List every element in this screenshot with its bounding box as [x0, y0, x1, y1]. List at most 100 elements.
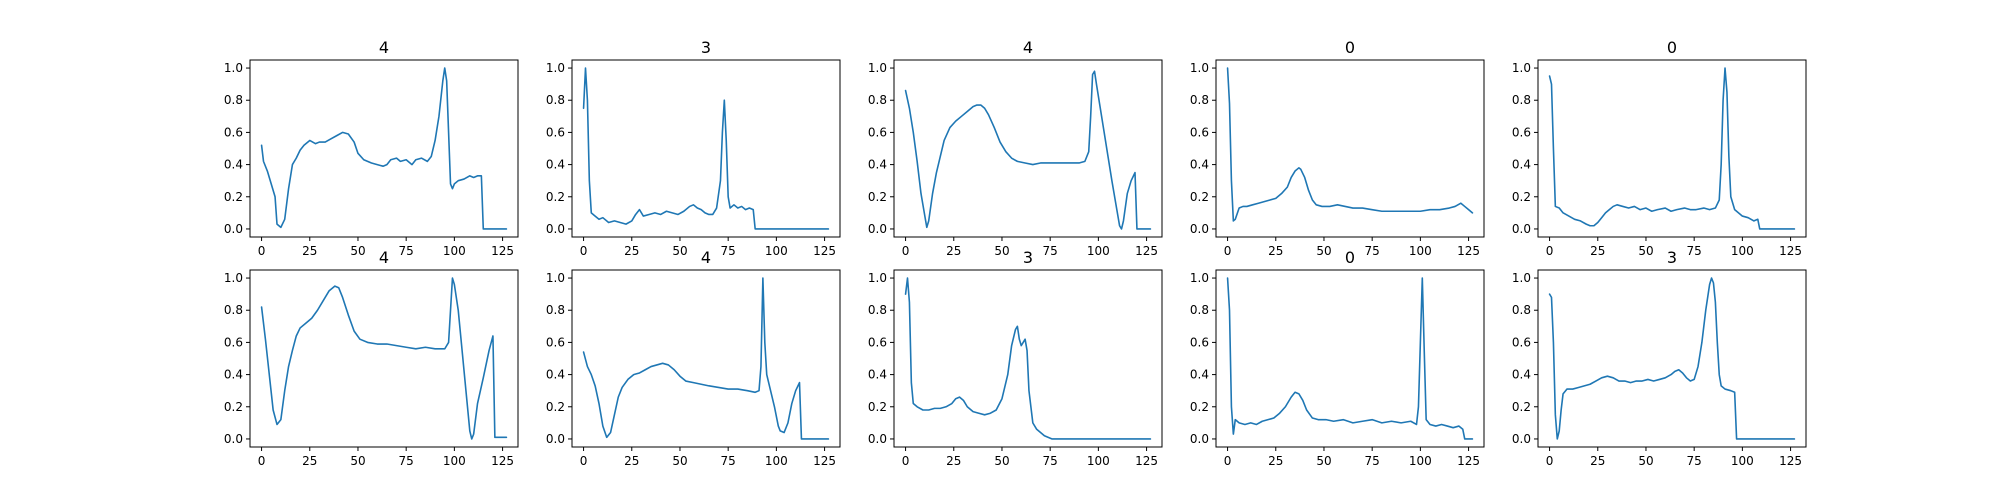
- y-tick-label: 0.8: [546, 93, 565, 107]
- subplot-5: 0 0 25 50 75 100 125 0.0 0.2 0.4 0.6 0.8 1.0: [1512, 38, 1807, 258]
- x-tick-label: 50: [994, 244, 1009, 258]
- x-tick-label: 125: [1457, 454, 1480, 468]
- y-tick-label: 0.2: [1190, 190, 1209, 204]
- subplot-2: 3 0 25 50 75 100 125 0.0 0.2 0.4 0.6 0.8 1.0: [546, 38, 841, 258]
- x-tick-label: 75: [1687, 454, 1702, 468]
- y-tick-label: 0.2: [1512, 190, 1531, 204]
- x-tick-label: 0: [1546, 244, 1554, 258]
- axes-frame: [571, 59, 841, 238]
- x-tick-label: 0: [902, 454, 910, 468]
- y-tick-label: 0.6: [1512, 125, 1531, 139]
- y-tick-label: 0.0: [868, 222, 887, 236]
- x-tick-label: 100: [1409, 454, 1432, 468]
- subplot-title: 0: [1667, 38, 1677, 57]
- y-tick-label: 1.0: [224, 61, 243, 75]
- y-tick-label: 0.4: [546, 158, 565, 172]
- x-tick-label: 50: [1316, 454, 1331, 468]
- x-tick-label: 75: [1043, 454, 1058, 468]
- x-tick-label: 25: [624, 454, 639, 468]
- x-tick-label: 0: [1224, 454, 1232, 468]
- series-line: [1548, 67, 1796, 230]
- y-tick-label: 0.0: [868, 432, 887, 446]
- y-tick-label: 0.8: [1512, 303, 1531, 317]
- x-tick-label: 100: [1409, 244, 1432, 258]
- y-tick-label: 0.6: [1190, 335, 1209, 349]
- subplot-title: 4: [379, 248, 389, 267]
- y-tick-label: 0.4: [546, 368, 565, 382]
- series-line: [904, 70, 1152, 230]
- axes-frame: [1537, 269, 1807, 448]
- subplot-title: 3: [1023, 248, 1033, 267]
- axes-frame: [249, 59, 519, 238]
- x-tick-label: 25: [946, 244, 961, 258]
- x-tick-label: 25: [1590, 454, 1605, 468]
- subplot-3: 4 0 25 50 75 100 125 0.0 0.2 0.4 0.6 0.8 1.0: [868, 38, 1163, 258]
- x-tick-label: 100: [765, 244, 788, 258]
- y-tick-label: 0.8: [1190, 303, 1209, 317]
- series-line: [260, 67, 508, 230]
- x-tick-label: 50: [1316, 244, 1331, 258]
- y-tick-label: 0.6: [868, 125, 887, 139]
- x-tick-label: 50: [350, 454, 365, 468]
- x-tick-label: 50: [672, 244, 687, 258]
- series-line: [1226, 277, 1474, 440]
- x-tick-label: 100: [765, 454, 788, 468]
- x-tick-label: 125: [813, 454, 836, 468]
- y-tick-label: 0.4: [1190, 158, 1209, 172]
- subplot-title: 4: [701, 248, 711, 267]
- x-tick-label: 125: [491, 244, 514, 258]
- subplot-10: 3 0 25 50 75 100 125 0.0 0.2 0.4 0.6 0.8 1.0: [1512, 248, 1807, 468]
- y-tick-label: 0.4: [1512, 368, 1531, 382]
- y-tick-label: 0.2: [224, 190, 243, 204]
- y-tick-label: 0.4: [1190, 368, 1209, 382]
- x-tick-label: 50: [672, 454, 687, 468]
- y-tick-label: 0.6: [224, 335, 243, 349]
- y-tick-label: 0.4: [1512, 158, 1531, 172]
- series-line: [582, 277, 830, 440]
- x-tick-label: 0: [580, 454, 588, 468]
- y-tick-label: 0.0: [224, 222, 243, 236]
- x-tick-label: 25: [1268, 244, 1283, 258]
- x-tick-label: 100: [1087, 454, 1110, 468]
- x-tick-label: 125: [1457, 244, 1480, 258]
- y-tick-label: 0.2: [546, 400, 565, 414]
- y-tick-label: 0.6: [546, 335, 565, 349]
- axes-frame: [1537, 59, 1807, 238]
- x-tick-label: 100: [1087, 244, 1110, 258]
- x-tick-label: 25: [302, 244, 317, 258]
- x-tick-label: 100: [443, 454, 466, 468]
- x-tick-label: 125: [1135, 244, 1158, 258]
- y-tick-label: 0.4: [868, 158, 887, 172]
- subplot-title: 4: [1023, 38, 1033, 57]
- x-tick-label: 0: [902, 244, 910, 258]
- x-tick-label: 100: [1731, 454, 1754, 468]
- subplot-8: 3 0 25 50 75 100 125 0.0 0.2 0.4 0.6 0.8 1.0: [868, 248, 1163, 468]
- axes-frame: [571, 269, 841, 448]
- y-tick-label: 0.8: [1512, 93, 1531, 107]
- x-tick-label: 100: [443, 244, 466, 258]
- series-line: [1226, 67, 1474, 222]
- x-tick-label: 100: [1731, 244, 1754, 258]
- y-tick-label: 0.6: [224, 125, 243, 139]
- y-tick-label: 1.0: [546, 271, 565, 285]
- y-tick-label: 0.6: [868, 335, 887, 349]
- y-tick-label: 0.2: [224, 400, 243, 414]
- x-tick-label: 25: [624, 244, 639, 258]
- x-tick-label: 75: [1365, 454, 1380, 468]
- x-tick-label: 25: [1268, 454, 1283, 468]
- x-tick-label: 75: [721, 244, 736, 258]
- subplot-title: 0: [1345, 248, 1355, 267]
- x-tick-label: 125: [813, 244, 836, 258]
- subplot-4: 0 0 25 50 75 100 125 0.0 0.2 0.4 0.6 0.8 1.0: [1190, 38, 1485, 258]
- y-tick-label: 1.0: [868, 61, 887, 75]
- x-tick-label: 50: [350, 244, 365, 258]
- y-tick-label: 0.0: [1190, 432, 1209, 446]
- y-tick-label: 0.6: [1190, 125, 1209, 139]
- subplot-6: 4 0 25 50 75 100 125 0.0 0.2 0.4 0.6 0.8 1.0: [224, 248, 519, 468]
- y-tick-label: 1.0: [224, 271, 243, 285]
- y-tick-label: 0.8: [224, 93, 243, 107]
- x-tick-label: 50: [1638, 244, 1653, 258]
- y-tick-label: 0.2: [546, 190, 565, 204]
- x-tick-label: 50: [994, 454, 1009, 468]
